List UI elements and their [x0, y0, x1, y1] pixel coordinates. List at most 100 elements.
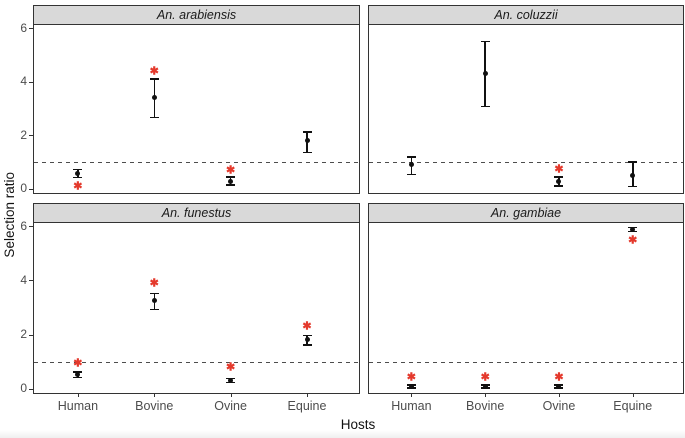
point-estimate [304, 337, 310, 343]
x-axis-tick [558, 393, 560, 397]
reference-line [34, 361, 359, 363]
facet-plot-area: ✱ ✱ ✱ ✱ [33, 223, 360, 394]
x-axis-tick-label: Equine [287, 399, 327, 413]
error-bar-cap-top [226, 176, 236, 178]
y-axis-tick-label: 4 [20, 272, 27, 287]
point-estimate [228, 178, 234, 184]
x-axis-tick [77, 393, 79, 397]
point-estimate [408, 162, 414, 168]
point-estimate [151, 95, 157, 101]
point-estimate [482, 70, 488, 76]
error-bar-cap-bottom [73, 376, 83, 379]
significance-star: ✱ [149, 277, 159, 290]
x-axis-tick-label: Bovine [135, 399, 174, 413]
error-bar-cap-bottom [406, 173, 416, 176]
x-axis-tick-label: Ovine [542, 399, 576, 413]
y-axis-tick [29, 226, 33, 228]
point-estimate [630, 226, 636, 232]
y-axis-tick-label: 6 [20, 218, 27, 233]
reference-line [369, 161, 683, 163]
y-axis-tick-label: 4 [20, 74, 27, 89]
error-bar-cap-top [406, 156, 416, 158]
error-bar-cap-bottom [554, 185, 564, 187]
bottom-fade-band [0, 430, 685, 438]
significance-star: ✱ [73, 357, 83, 370]
x-axis-tick-label: Ovine [214, 399, 247, 413]
point-estimate [304, 138, 310, 144]
y-axis-tick [29, 280, 33, 282]
x-axis-tick [411, 393, 413, 397]
x-axis-title: Hosts [340, 417, 376, 432]
x-axis-tick [485, 393, 487, 397]
error-bar-cap-top [302, 334, 312, 337]
point-estimate [151, 298, 157, 304]
facet-strip: An. coluzzii [368, 5, 684, 25]
y-axis-tick [29, 81, 33, 83]
facet-an-coluzzii: An. coluzzii ✱ [368, 5, 684, 194]
y-axis-tick-label: 6 [20, 20, 27, 35]
facet-plot-area: ✱ [368, 25, 684, 194]
y-axis-tick [29, 188, 33, 190]
y-axis-tick-label: 0 [20, 381, 27, 396]
error-bar-cap-bottom [73, 176, 83, 179]
significance-star: ✱ [406, 371, 416, 384]
error-bar-cap-top [149, 292, 159, 295]
significance-star: ✱ [480, 371, 490, 384]
y-axis-tick-label: 0 [20, 181, 27, 196]
point-estimate [482, 384, 488, 389]
facet-plot-area: ✱ ✱ ✱ ✱ [368, 223, 684, 394]
significance-star: ✱ [554, 371, 564, 384]
point-estimate [75, 170, 81, 176]
x-axis-tick-label: Human [391, 399, 432, 413]
facet-title: An. gambiae [490, 206, 562, 220]
significance-star: ✱ [149, 65, 159, 78]
error-bar-cap-bottom [480, 105, 490, 108]
significance-star: ✱ [73, 180, 83, 193]
x-axis-tick [154, 393, 156, 397]
facet-title: An. arabiensis [156, 8, 237, 22]
x-axis-tick-label: Bovine [466, 399, 505, 413]
significance-star: ✱ [302, 320, 312, 333]
y-axis-tick [29, 388, 33, 390]
error-bar-cap-top [628, 161, 638, 163]
error-bar-cap-top [73, 168, 83, 171]
facet-an-funestus: An. funestus ✱ ✱ ✱ ✱ [33, 203, 360, 394]
x-axis-tick-label: Human [57, 399, 99, 413]
error-bar-cap-top [554, 176, 564, 178]
facet-strip: An. arabiensis [33, 5, 360, 25]
x-axis-tick-label: Equine [613, 399, 653, 413]
error-bar-cap-bottom [149, 116, 159, 119]
error-bar-cap-top [149, 78, 159, 80]
y-axis-tick-label: 2 [20, 127, 27, 142]
x-axis-tick [632, 393, 634, 397]
point-estimate [556, 384, 562, 389]
significance-star: ✱ [628, 234, 638, 247]
error-bar-cap-bottom [302, 344, 312, 346]
y-axis-tick [29, 334, 33, 336]
point-estimate [75, 372, 81, 378]
x-axis-tick [307, 393, 308, 397]
facet-title: An. funestus [161, 206, 232, 220]
error-bar-cap-bottom [226, 184, 236, 186]
point-estimate [408, 384, 414, 389]
reference-line [34, 161, 359, 163]
error-bar-cap-bottom [628, 185, 638, 188]
significance-star: ✱ [226, 164, 236, 177]
facet-an-arabiensis: An. arabiensis ✱ ✱ ✱ [33, 5, 360, 194]
facet-plot-area: ✱ ✱ ✱ [33, 25, 360, 194]
reference-line [369, 361, 683, 363]
error-bar-cap-bottom [302, 151, 312, 154]
y-axis-tick [29, 28, 33, 30]
facet-an-gambiae: An. gambiae ✱ ✱ ✱ ✱ [368, 203, 684, 394]
error-bar-cap-bottom [149, 308, 159, 311]
point-estimate [630, 173, 636, 179]
significance-star: ✱ [554, 163, 564, 176]
point-estimate [556, 178, 562, 184]
y-axis-tick [29, 135, 33, 137]
facet-strip: An. funestus [33, 203, 360, 223]
facet-title: An. coluzzii [494, 8, 558, 22]
x-axis-tick [230, 393, 232, 397]
y-axis-tick-label: 2 [20, 327, 27, 342]
facet-strip: An. gambiae [368, 203, 684, 223]
